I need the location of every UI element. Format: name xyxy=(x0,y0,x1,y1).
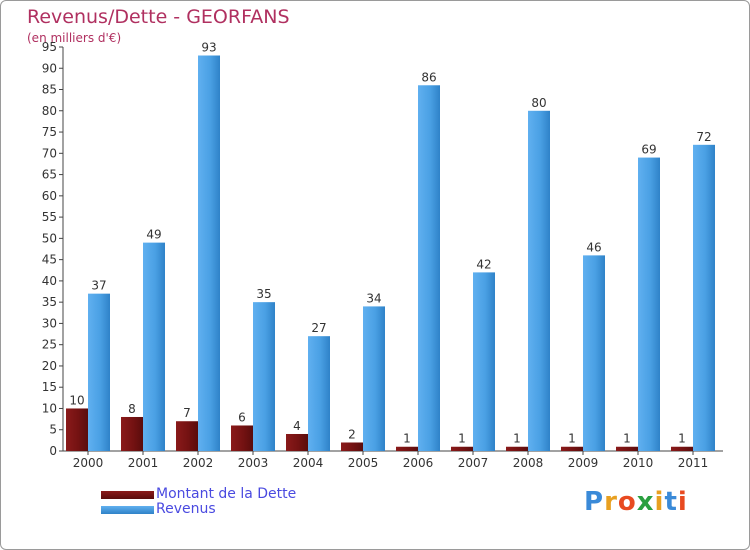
data-label-revenus: 34 xyxy=(366,291,381,305)
bar-revenus xyxy=(583,255,605,451)
logo-letter: o xyxy=(617,487,637,517)
data-label-revenus: 49 xyxy=(146,228,161,242)
data-label-revenus: 27 xyxy=(311,321,326,335)
y-tick-label: 60 xyxy=(42,189,57,203)
legend-swatch-dette xyxy=(101,491,154,499)
bar-dette xyxy=(451,446,473,451)
data-label-dette: 10 xyxy=(69,393,84,407)
bar-dette xyxy=(671,446,693,451)
data-label-revenus: 80 xyxy=(531,96,546,110)
y-tick-label: 85 xyxy=(42,83,57,97)
logo-letter: t xyxy=(664,487,678,517)
x-tick-label: 2000 xyxy=(73,456,104,470)
bar-revenus xyxy=(418,85,440,451)
x-tick-label: 2003 xyxy=(238,456,269,470)
legend-swatch-revenus xyxy=(101,506,154,514)
bar-revenus xyxy=(473,272,495,451)
logo-letter: P xyxy=(584,487,605,517)
y-tick-label: 65 xyxy=(42,168,57,182)
data-label-revenus: 86 xyxy=(421,70,436,84)
bar-revenus xyxy=(638,157,660,451)
data-label-dette: 8 xyxy=(128,402,136,416)
data-label-dette: 4 xyxy=(293,419,301,433)
y-tick-label: 95 xyxy=(42,40,57,54)
y-tick-label: 70 xyxy=(42,146,57,160)
bar-revenus xyxy=(253,302,275,451)
y-tick-label: 40 xyxy=(42,274,57,288)
y-tick-label: 90 xyxy=(42,61,57,75)
data-label-dette: 1 xyxy=(678,432,686,446)
data-label-dette: 1 xyxy=(458,432,466,446)
data-label-dette: 1 xyxy=(513,432,521,446)
data-label-dette: 1 xyxy=(403,432,411,446)
data-label-dette: 1 xyxy=(623,432,631,446)
bar-revenus xyxy=(308,336,330,451)
data-label-dette: 2 xyxy=(348,427,356,441)
data-label-dette: 6 xyxy=(238,410,246,424)
y-tick-label: 10 xyxy=(42,401,57,415)
bar-dette xyxy=(231,425,253,451)
x-tick-label: 2011 xyxy=(678,456,709,470)
bar-revenus xyxy=(143,242,165,451)
legend-label-revenus: Revenus xyxy=(156,501,216,517)
y-tick-label: 80 xyxy=(42,104,57,118)
bar-dette xyxy=(286,433,308,451)
bar-dette xyxy=(561,446,583,451)
x-tick-label: 2002 xyxy=(183,456,214,470)
data-label-revenus: 37 xyxy=(91,279,106,293)
y-tick-label: 20 xyxy=(42,359,57,373)
chart-title: Revenus/Dette - GEORFANS xyxy=(27,6,290,28)
logo-letter: i xyxy=(677,487,688,517)
bar-dette xyxy=(121,416,143,451)
x-tick-label: 2001 xyxy=(128,456,159,470)
bar-dette xyxy=(396,446,418,451)
data-label-revenus: 42 xyxy=(476,257,491,271)
bar-revenus xyxy=(528,110,550,451)
data-label-revenus: 46 xyxy=(586,240,601,254)
chart-subtitle: (en milliers d'€) xyxy=(27,31,122,45)
x-tick-label: 2007 xyxy=(458,456,489,470)
logo-letter: i xyxy=(654,487,665,517)
x-tick-label: 2009 xyxy=(568,456,599,470)
proxiti-logo: Proxiti xyxy=(584,487,688,517)
x-tick-label: 2005 xyxy=(348,456,379,470)
y-tick-label: 25 xyxy=(42,338,57,352)
bar-dette xyxy=(66,408,88,451)
data-label-revenus: 35 xyxy=(256,287,271,301)
y-tick-label: 50 xyxy=(42,231,57,245)
bar-dette xyxy=(341,442,363,451)
y-tick-label: 5 xyxy=(49,423,57,437)
y-tick-label: 75 xyxy=(42,125,57,139)
data-label-dette: 7 xyxy=(183,406,191,420)
y-tick-label: 45 xyxy=(42,253,57,267)
bar-revenus xyxy=(363,306,385,451)
x-tick-label: 2008 xyxy=(513,456,544,470)
data-label-revenus: 72 xyxy=(696,130,711,144)
y-tick-label: 15 xyxy=(42,380,57,394)
bar-dette xyxy=(176,421,198,451)
bar-dette xyxy=(506,446,528,451)
y-tick-label: 35 xyxy=(42,295,57,309)
bar-revenus xyxy=(88,293,110,451)
y-tick-label: 0 xyxy=(49,444,57,458)
data-label-revenus: 69 xyxy=(641,143,656,157)
y-tick-label: 55 xyxy=(42,210,57,224)
x-tick-label: 2006 xyxy=(403,456,434,470)
x-tick-label: 2004 xyxy=(293,456,324,470)
y-tick-label: 30 xyxy=(42,316,57,330)
bar-revenus xyxy=(693,144,715,451)
x-tick-label: 2010 xyxy=(623,456,654,470)
legend-label-dette: Montant de la Dette xyxy=(156,486,297,502)
bar-revenus xyxy=(198,55,220,452)
bar-dette xyxy=(616,446,638,451)
logo-letter: r xyxy=(604,487,618,517)
logo-letter: x xyxy=(636,487,655,517)
data-label-revenus: 93 xyxy=(201,41,216,55)
data-label-dette: 1 xyxy=(568,432,576,446)
